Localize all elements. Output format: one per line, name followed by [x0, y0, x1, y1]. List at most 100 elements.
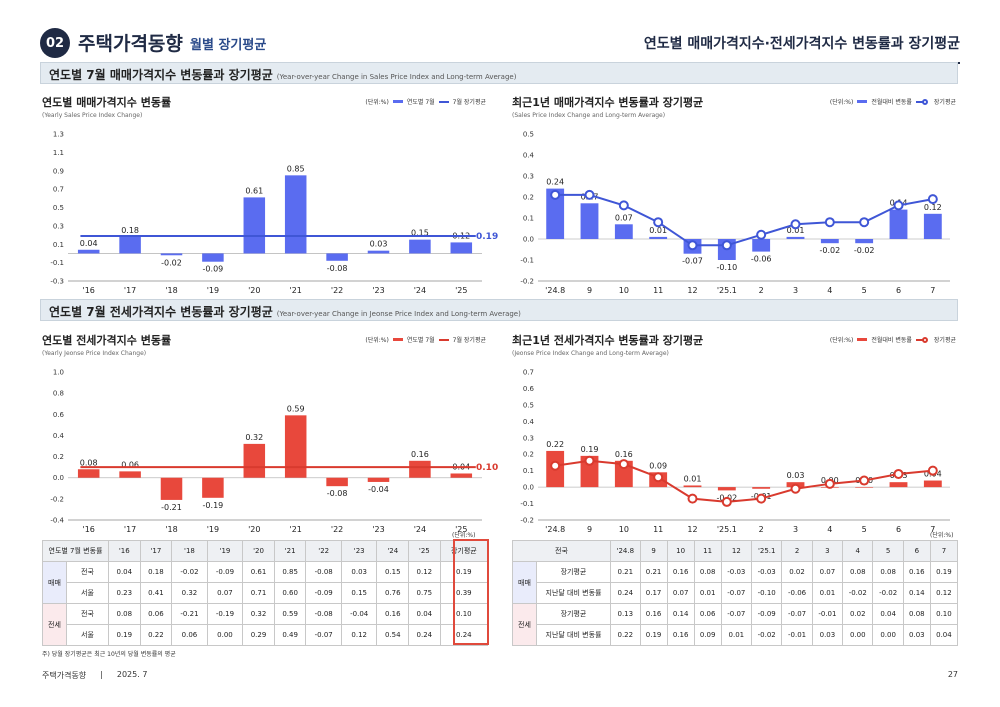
table-cell: 0.03 [902, 624, 931, 646]
footnote: 주) 당월 장기평균은 최근 10년의 당월 변동률의 평균 [42, 651, 176, 658]
y-tick-label: -0.4 [50, 517, 64, 525]
x-tick-label: '24.8 [545, 525, 565, 534]
table-monthly: 전국 '24.8 9 10 11 12'25.1 2 3 4 5 6 7 매매 장기평균 0.21 0.21 0… [512, 540, 959, 646]
legend-line-swatch [915, 338, 926, 341]
line-point [790, 219, 801, 230]
data-label: 0.01 [649, 226, 667, 235]
footer: 주택가격동향 | 2025. 7 [42, 670, 147, 681]
table-cell: 0.06 [171, 624, 208, 646]
chart-subtitle: (Yearly Jeonse Price Index Change) [42, 350, 147, 357]
chart-title: 연도별 매매가격지수 변동률 [42, 96, 172, 109]
table-cell: 0.08 [872, 561, 904, 583]
table-row: 매매 전국 0.04 0.18 -0.02 -0.09 0.61 0.85 -0.08 0.03 0… [42, 561, 489, 604]
table-header-cell: '25.1 [751, 540, 783, 562]
section-number-badge: 02 [40, 28, 70, 58]
table-row: 서울 0.19 0.22 0.06 0.00 0.29 0.49 -0.07 0.12 0.54 0… [43, 624, 489, 646]
page-header: 02 주택가격동향 월별 장기평균 연도별 매매가격지수·전세가격지수 변동률과… [40, 26, 960, 64]
chart-svg: -0.2 -0.1 0.0 0.1 0.2 0.3 0.4 0.5 0.6 0.7 0.22 0.19… [520, 369, 950, 534]
line-point [550, 189, 561, 200]
table-cell: -0.04 [340, 603, 378, 625]
legend-bar-swatch [392, 100, 403, 103]
x-tick-label: '16 [83, 286, 95, 295]
y-tick-label: 0.8 [53, 390, 64, 398]
table-unit-right: (단위:%) [930, 532, 954, 539]
table-cell: -0.03 [720, 561, 753, 583]
table-unit-left: (단위:%) [452, 532, 476, 539]
legend-marker-icon [921, 98, 928, 105]
table-header-cell: '17 [139, 540, 173, 562]
line-point [721, 240, 732, 251]
bar [683, 485, 702, 488]
table-cell: -0.19 [206, 603, 244, 625]
table-cell: 0.17 [639, 582, 668, 604]
bar [202, 477, 224, 498]
bar [580, 203, 599, 239]
line-point [584, 455, 595, 466]
bar [202, 253, 224, 262]
legend-item-bar: 전월대비 변동률 [871, 99, 912, 106]
unit-label: (단위:%) [829, 99, 854, 106]
table-header-cell: 5 [872, 540, 904, 562]
table-header-cell: '24.8 [610, 540, 641, 562]
table-cell: -0.01 [811, 603, 844, 625]
row-label: 지난달 대비 변동률 [536, 582, 611, 604]
table-cell: 0.00 [872, 624, 904, 646]
table-cell: 0.22 [139, 624, 173, 646]
section-title: 주택가격동향 [78, 33, 183, 55]
row-group-label: 매매 [42, 561, 67, 604]
table-cell: 0.07 [206, 582, 244, 604]
data-label: 0.03 [787, 471, 805, 480]
table-cell: 0.13 [610, 603, 641, 625]
line-point [790, 483, 801, 494]
table-cell: -0.08 [305, 561, 342, 583]
section-subtitle: 월별 장기평균 [190, 38, 267, 53]
unit-label: (단위:%) [365, 337, 389, 344]
chart-yearly-jeonse: 연도별 전세가격지수 변동률 (Yearly Jeonse Price Inde… [42, 332, 498, 538]
x-tick-label: '25.1 [717, 525, 737, 534]
table-cell: 0.32 [171, 582, 208, 604]
data-label: 0.15 [411, 229, 429, 238]
y-tick-label: -0.2 [520, 517, 534, 525]
bar [546, 188, 565, 239]
y-tick-label: 0.7 [523, 369, 534, 377]
table-cell: -0.01 [781, 624, 813, 646]
bar [119, 236, 141, 254]
table-cell: 0.04 [929, 624, 959, 646]
data-label: 0.16 [411, 450, 429, 459]
row-label: 서울 [66, 582, 109, 604]
bar [409, 460, 431, 478]
y-tick-label: 0.2 [53, 453, 64, 461]
data-label: -0.02 [819, 246, 840, 255]
table-cell: 0.04 [108, 561, 141, 583]
table-cell: 0.04 [408, 603, 441, 625]
x-tick-label: '18 [165, 286, 177, 295]
line-point [756, 493, 767, 504]
legend-item-line: 장기평균 [933, 337, 956, 344]
table-cell: 0.76 [376, 582, 410, 604]
data-label: 0.61 [245, 186, 263, 195]
table-cell: 0.16 [639, 603, 668, 625]
chart-svg: -0.4 -0.2 0.0 0.2 0.4 0.6 0.8 1.0 0.08 0.06 -0.21 -… [50, 369, 498, 535]
y-tick-label: -0.1 [520, 257, 534, 265]
y-tick-label: 0.3 [523, 173, 534, 181]
line-point [824, 478, 835, 489]
section2-title-bar: 연도별 7월 전세가격지수 변동률과 장기평균 (Year-over-year C… [40, 299, 958, 321]
data-label: 0.03 [370, 240, 388, 249]
chart-monthly-sales: 최근1년 매매가격지수 변동률과 장기평균 (Sales Price Index… [512, 94, 958, 299]
bar [77, 249, 100, 254]
line-point [618, 459, 629, 470]
table-cell: 0.19 [929, 561, 959, 583]
line-point [687, 493, 698, 504]
data-label: 0.85 [287, 164, 305, 173]
data-label: -0.07 [682, 257, 703, 266]
data-label: -0.06 [751, 255, 772, 264]
data-label: -0.10 [716, 263, 737, 272]
x-tick-label: '22 [331, 286, 343, 295]
y-tick-label: -0.1 [50, 259, 64, 267]
chart-svg: -0.3 -0.1 0.1 0.3 0.5 0.7 0.9 1.1 1.3 0.04 0.18 -0.… [50, 131, 498, 296]
bar [786, 236, 805, 239]
y-tick-label: 0.7 [53, 186, 64, 194]
row-label: 장기평균 [536, 603, 611, 625]
table-cell: 0.22 [610, 624, 641, 646]
table-cell: 0.10 [929, 603, 959, 625]
